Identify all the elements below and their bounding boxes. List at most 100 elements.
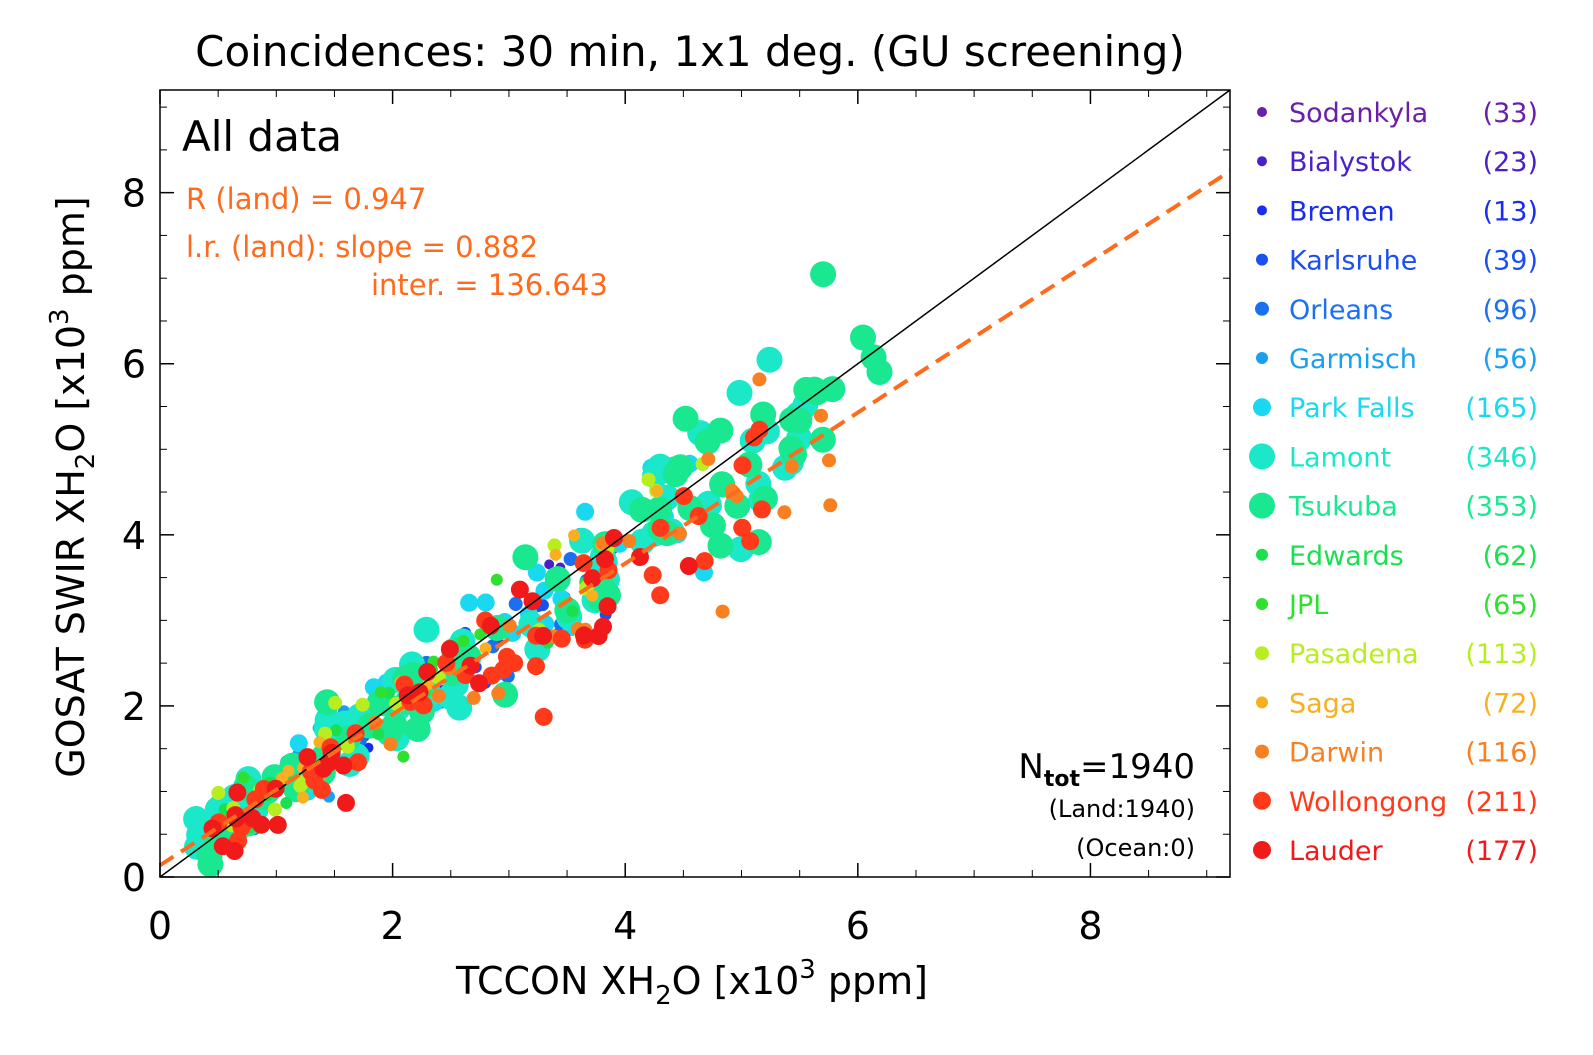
legend-site-name: Lamont — [1289, 442, 1391, 473]
legend-marker — [1256, 548, 1268, 561]
data-point — [850, 324, 876, 351]
legend-item: Garmisch (56) — [1256, 344, 1538, 375]
data-point — [383, 737, 398, 752]
n-total-sub: tot — [1044, 767, 1081, 792]
data-point — [594, 617, 612, 636]
legend-item: Bremen (13) — [1257, 196, 1538, 227]
legend-item: Darwin (116) — [1255, 738, 1538, 769]
data-point — [479, 642, 492, 655]
legend-item: Lauder (177) — [1253, 836, 1538, 867]
data-point — [701, 452, 716, 467]
data-point — [211, 785, 226, 800]
data-point — [355, 697, 370, 712]
legend-site-name: Orleans — [1289, 295, 1393, 326]
legend-site-count: (113) — [1465, 639, 1538, 670]
legend-site-name: Tsukuba — [1288, 492, 1398, 523]
legend-marker — [1249, 492, 1275, 519]
data-point — [460, 593, 479, 612]
legend-marker — [1255, 744, 1269, 759]
legend-site-count: (353) — [1465, 492, 1538, 523]
data-point — [328, 695, 343, 710]
data-point — [651, 518, 670, 537]
legend-marker — [1249, 443, 1275, 470]
data-point — [282, 764, 295, 777]
data-point — [437, 653, 456, 672]
legend-site-count: (165) — [1465, 393, 1538, 424]
x-axis-label-sub: 2 — [655, 981, 672, 1011]
regression-line — [158, 169, 1232, 867]
data-point — [674, 487, 693, 506]
data-point — [268, 815, 287, 834]
data-point — [750, 401, 777, 428]
x-axis-label-mid: O [x10 — [672, 959, 800, 1003]
land-count: (Land:1940) — [1049, 795, 1195, 823]
legend-site-name: Garmisch — [1289, 344, 1417, 375]
legend-site-name: Bialystok — [1289, 147, 1412, 178]
legend-marker — [1256, 696, 1268, 709]
y-tick-label: 2 — [122, 685, 146, 729]
legend-item: Pasadena (113) — [1255, 639, 1538, 670]
legend-site-count: (62) — [1483, 541, 1538, 572]
plot-frame — [159, 89, 1231, 878]
data-point — [756, 346, 783, 373]
data-point — [334, 756, 353, 775]
legend-site-name: Wollongong — [1289, 787, 1447, 818]
legend-site-name: JPL — [1287, 590, 1328, 621]
data-point — [750, 420, 769, 439]
data-point — [502, 618, 517, 633]
data-points — [183, 261, 893, 878]
legend-site-count: (96) — [1483, 295, 1538, 326]
data-point — [752, 500, 771, 519]
data-point — [490, 573, 503, 586]
legend-item: Sodankyla (33) — [1257, 98, 1538, 129]
data-point — [534, 707, 553, 726]
legend-marker — [1255, 646, 1269, 661]
legend-site-count: (13) — [1483, 196, 1538, 227]
x-tick-label: 4 — [613, 904, 637, 948]
legend-site-name: Sodankyla — [1289, 98, 1428, 129]
x-axis-label: TCCON XH2O [x103 ppm] — [455, 955, 928, 1011]
legend-site-count: (72) — [1483, 688, 1538, 719]
data-point — [605, 529, 623, 547]
data-point — [280, 797, 293, 809]
legend-marker — [1253, 398, 1271, 417]
data-point — [267, 802, 282, 817]
legend-site-name: Lauder — [1289, 836, 1383, 867]
x-tick-label: 2 — [381, 904, 405, 948]
data-point — [476, 593, 495, 612]
data-point — [237, 771, 250, 784]
data-point — [312, 780, 331, 799]
legend-site-name: Bremen — [1289, 196, 1395, 227]
data-point — [510, 580, 529, 599]
data-point — [575, 626, 593, 645]
x-tick-label: 6 — [846, 904, 870, 948]
regression-lines — [158, 89, 1232, 878]
legend-site-name: Pasadena — [1289, 639, 1419, 670]
data-point — [801, 376, 828, 403]
intercept-text: inter. = 136.643 — [371, 268, 608, 302]
y-axis-label-end: ppm] — [49, 196, 93, 308]
legend-site-count: (56) — [1483, 344, 1538, 375]
n-total-value: =1940 — [1080, 747, 1195, 787]
legend-site-name: Darwin — [1289, 738, 1384, 769]
data-point — [822, 453, 836, 468]
legend-marker — [1256, 598, 1268, 610]
data-point — [809, 426, 836, 453]
data-point — [349, 753, 367, 772]
data-point — [527, 657, 545, 676]
data-point — [672, 405, 699, 432]
legend-site-count: (211) — [1465, 787, 1538, 818]
legend-marker — [1257, 107, 1267, 117]
legend-marker — [1256, 253, 1268, 266]
data-point — [784, 459, 799, 474]
legend-item: Orleans (96) — [1255, 295, 1538, 326]
data-point — [715, 604, 730, 619]
legend-site-name: Karlsruhe — [1289, 246, 1417, 277]
data-point — [446, 694, 473, 721]
data-point — [470, 674, 489, 693]
data-point — [552, 629, 571, 648]
data-point — [397, 750, 410, 763]
data-point — [418, 663, 437, 682]
data-point — [814, 408, 828, 423]
x-tick-label: 0 — [148, 904, 172, 948]
